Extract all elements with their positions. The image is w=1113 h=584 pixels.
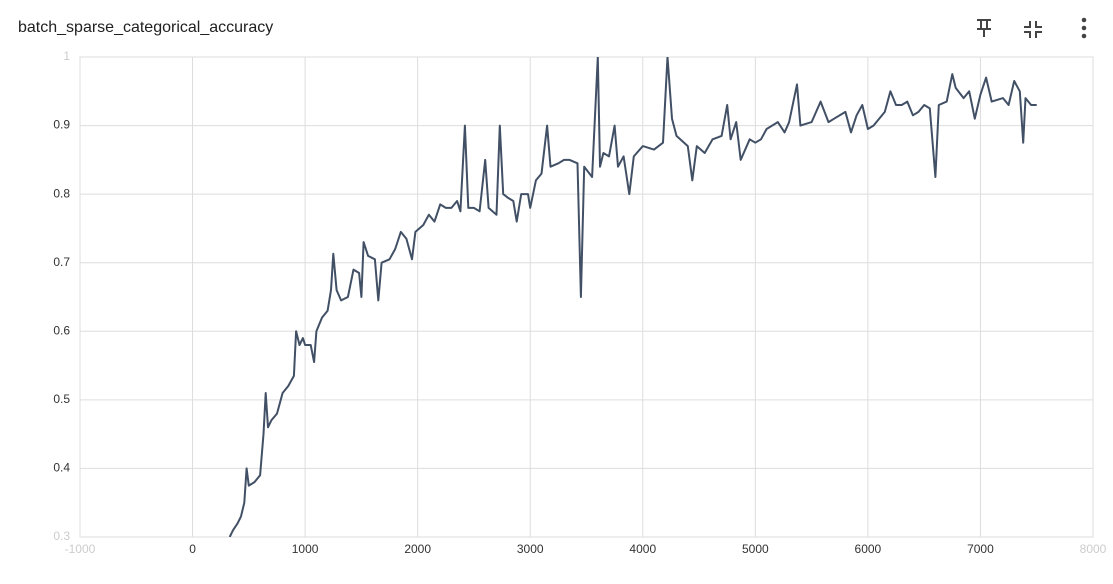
y-tick-label: 0.7 — [53, 255, 70, 269]
x-tick-label: 4000 — [629, 542, 656, 556]
x-tick-label: 3000 — [517, 542, 544, 556]
x-tick-label: 7000 — [967, 542, 994, 556]
x-tick-label: 1000 — [292, 542, 319, 556]
x-tick-label: 8000 — [1080, 542, 1107, 556]
chart-title: batch_sparse_categorical_accuracy — [18, 19, 273, 36]
plot-frame — [79, 56, 1094, 538]
y-tick-label: 1 — [63, 49, 70, 63]
collapse-button[interactable] — [1024, 21, 1042, 38]
y-tick-label: 0.9 — [53, 118, 70, 132]
x-tick-label: -1000 — [65, 542, 96, 556]
x-tick-label: 6000 — [855, 542, 882, 556]
data-line — [228, 57, 1037, 537]
y-tick-label: 0.6 — [53, 323, 70, 337]
y-tick-label: 0.3 — [53, 529, 70, 543]
y-tick-label: 0.5 — [53, 392, 70, 406]
more-button[interactable] — [1081, 17, 1087, 39]
y-tick-label: 0.4 — [53, 461, 70, 475]
pin-button[interactable] — [977, 19, 991, 37]
y-tick-label: 0.8 — [53, 186, 70, 200]
x-tick-label: 5000 — [742, 542, 769, 556]
x-tick-label: 0 — [189, 542, 196, 556]
x-tick-label: 2000 — [404, 542, 431, 556]
